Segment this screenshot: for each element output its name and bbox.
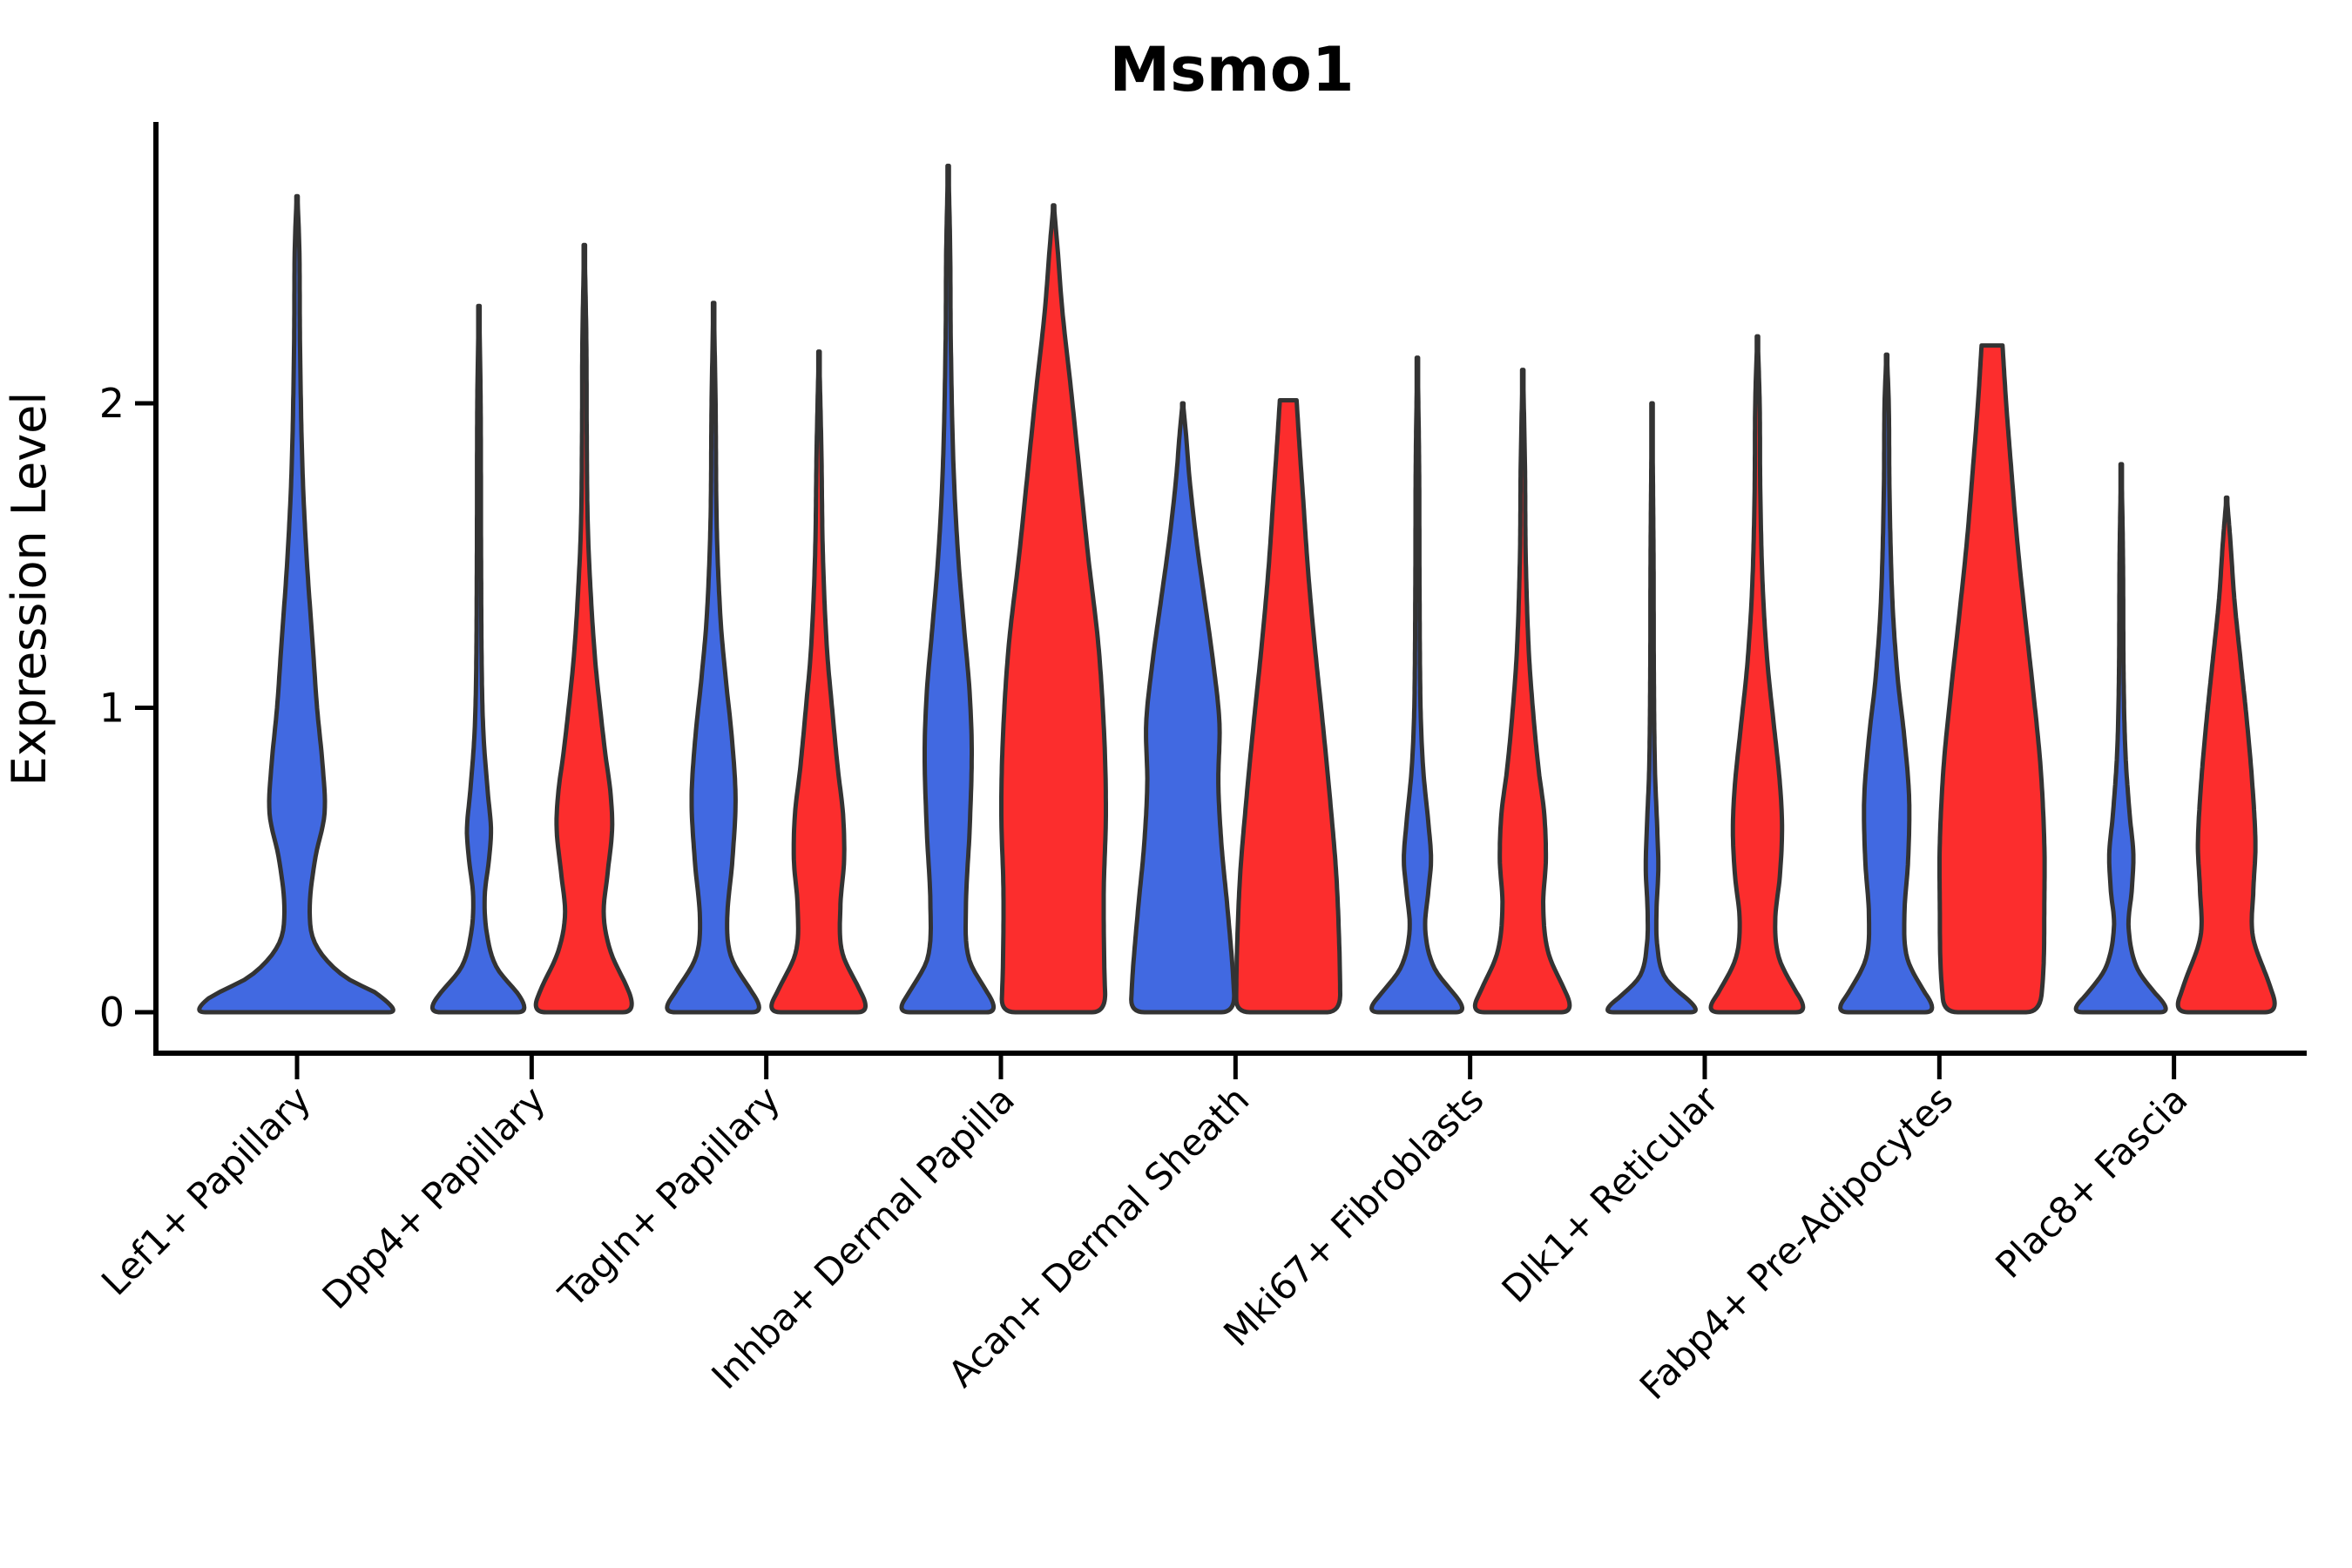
violin-dpp4-papillary-blue [429, 303, 527, 1015]
x-tick-label-dlk1-reticular: Dlk1+ Reticular [1494, 1078, 1727, 1311]
violin-plac8-fascia-blue [2073, 462, 2168, 1015]
violin-acan-dermal-sheath-blue [1129, 401, 1237, 1015]
y-tick-label: 1 [99, 685, 125, 732]
violin-mki67-fibroblasts-blue [1369, 355, 1464, 1015]
x-tick-label-lef1-papillary: Lef1+ Papillary [93, 1078, 319, 1303]
violin-inhba-dermal-papilla-blue [899, 163, 997, 1015]
chart-title: Msmo1 [1109, 34, 1354, 105]
x-tick-label-dpp4-papillary: Dpp4+ Papillary [314, 1078, 554, 1317]
violins-layer [197, 163, 2277, 1015]
violin-mki67-fibroblasts-red [1472, 368, 1572, 1015]
violin-tagln-papillary-red [769, 349, 868, 1015]
y-tick-label: 0 [99, 989, 125, 1036]
violin-lef1-papillary-blue [197, 193, 395, 1015]
violin-plac8-fascia-red [2175, 495, 2277, 1015]
x-tick-label-tagln-papillary: Tagln+ Papillary [550, 1078, 787, 1315]
violin-fabp4-pre-adipocytes-blue [1838, 352, 1935, 1015]
axes-layer [135, 122, 2307, 1079]
x-tick-label-mki67-fibroblasts: Mki67+ Fibroblasts [1215, 1078, 1491, 1354]
violin-inhba-dermal-papilla-red [999, 203, 1108, 1015]
y-tick-label: 2 [99, 380, 125, 427]
violin-fabp4-pre-adipocytes-red [1937, 343, 2047, 1015]
violin-tagln-papillary-blue [665, 301, 761, 1015]
y-tick-labels: 0 1 2 [99, 380, 125, 1036]
y-axis-label: Expression Level [2, 392, 57, 787]
violin-dpp4-papillary-red [533, 242, 634, 1015]
x-tick-label-plac8-fascia: Plac8+ Fascia [1987, 1078, 2195, 1286]
violin-acan-dermal-sheath-red [1233, 398, 1343, 1015]
violin-dlk1-reticular-blue [1605, 401, 1698, 1015]
violin-dlk1-reticular-red [1708, 334, 1806, 1015]
